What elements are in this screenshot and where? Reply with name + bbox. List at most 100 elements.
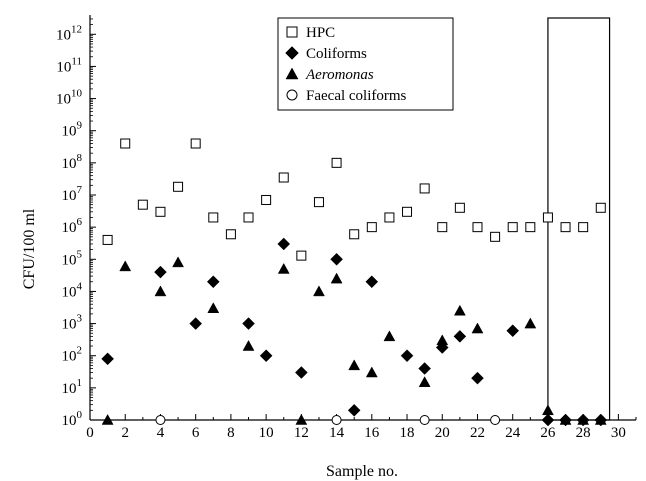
legend-label-hpc: HPC bbox=[306, 25, 335, 41]
point-hpc bbox=[243, 212, 254, 223]
point-hpc bbox=[507, 222, 518, 233]
x-tick-label: 12 bbox=[294, 425, 309, 441]
x-tick-label: 4 bbox=[157, 425, 165, 441]
point-faecal-coliforms bbox=[419, 415, 430, 425]
point-coliforms bbox=[189, 317, 203, 330]
y-tick-label: 108 bbox=[62, 152, 83, 172]
y-tick-label: 107 bbox=[62, 184, 83, 204]
point-coliforms bbox=[242, 317, 255, 330]
point-coliforms bbox=[206, 275, 220, 289]
point-hpc bbox=[173, 181, 184, 192]
point-hpc bbox=[102, 234, 113, 245]
point-coliforms bbox=[277, 237, 291, 251]
y-tick-label: 101 bbox=[62, 377, 83, 397]
y-tick-label: 100 bbox=[62, 409, 83, 429]
legend-label-aeromonas: Aeromonas bbox=[305, 67, 374, 83]
point-aeromonas bbox=[154, 285, 167, 297]
y-tick-label: 109 bbox=[62, 120, 83, 140]
point-hpc bbox=[331, 157, 342, 168]
point-aeromonas bbox=[418, 376, 431, 387]
x-tick-label: 6 bbox=[192, 425, 200, 441]
legend-label-faecal-coliforms: Faecal coliforms bbox=[306, 88, 407, 104]
point-coliforms bbox=[365, 275, 379, 289]
point-aeromonas bbox=[542, 404, 554, 416]
x-tick-label: 20 bbox=[435, 425, 450, 441]
point-hpc bbox=[137, 199, 148, 210]
point-hpc bbox=[560, 222, 571, 233]
y-tick-label: 1011 bbox=[56, 55, 82, 75]
point-aeromonas bbox=[119, 260, 132, 272]
legend-marker-aeromonas bbox=[285, 67, 299, 80]
y-tick-label: 106 bbox=[62, 216, 83, 236]
point-coliforms bbox=[506, 324, 520, 338]
point-hpc bbox=[155, 206, 166, 217]
point-faecal-coliforms bbox=[490, 415, 501, 425]
point-coliforms bbox=[471, 371, 484, 385]
point-coliforms bbox=[259, 349, 273, 363]
ticks: 0 2 4 6 8 10 12 14 16 18 20 22 24 26 28 301001011021031… bbox=[56, 18, 637, 441]
point-aeromonas bbox=[277, 262, 290, 274]
point-aeromonas bbox=[242, 340, 255, 351]
point-aeromonas bbox=[348, 359, 361, 371]
point-hpc bbox=[454, 202, 465, 213]
x-tick-label: 10 bbox=[259, 425, 274, 441]
point-coliforms bbox=[295, 366, 308, 379]
legend-marker-hpc bbox=[286, 26, 298, 38]
point-aeromonas bbox=[471, 322, 484, 334]
highlight-rect bbox=[547, 17, 611, 421]
legend-marker-faecal-coliforms bbox=[286, 89, 298, 101]
x-tick-label: 30 bbox=[611, 425, 626, 441]
legend-box bbox=[277, 17, 454, 111]
point-hpc bbox=[296, 250, 307, 261]
y-tick-label: 1012 bbox=[56, 23, 82, 43]
point-aeromonas bbox=[365, 366, 378, 378]
x-tick-label: 28 bbox=[576, 425, 591, 441]
point-hpc bbox=[472, 222, 483, 233]
point-aeromonas bbox=[295, 413, 308, 425]
point-hpc bbox=[542, 212, 553, 223]
x-axis-title: Sample no. bbox=[326, 463, 398, 480]
point-aeromonas bbox=[101, 413, 114, 425]
point-aeromonas bbox=[330, 272, 343, 284]
point-coliforms bbox=[347, 403, 361, 417]
y-tick-label: 105 bbox=[62, 248, 83, 268]
x-tick-label: 16 bbox=[364, 425, 380, 441]
y-tick-label: 104 bbox=[62, 280, 83, 300]
point-hpc bbox=[490, 231, 501, 242]
point-aeromonas bbox=[524, 317, 537, 329]
point-aeromonas bbox=[207, 302, 220, 313]
x-tick-label: 24 bbox=[505, 425, 521, 441]
point-hpc bbox=[261, 194, 272, 205]
point-aeromonas bbox=[453, 304, 466, 316]
legend-marker-coliforms bbox=[285, 46, 299, 60]
point-aeromonas bbox=[577, 413, 590, 425]
x-tick-label: 18 bbox=[400, 425, 415, 441]
point-hpc bbox=[208, 212, 219, 223]
y-tick-label: 1010 bbox=[56, 88, 83, 108]
series-faecal-coliforms bbox=[155, 415, 501, 425]
point-hpc bbox=[225, 229, 236, 240]
x-tick-label: 14 bbox=[329, 425, 345, 441]
point-hpc bbox=[437, 222, 448, 233]
x-tick-label: 0 bbox=[86, 425, 94, 441]
point-coliforms bbox=[101, 352, 114, 366]
point-hpc bbox=[384, 212, 395, 223]
x-tick-label: 22 bbox=[470, 425, 485, 441]
y-tick-label: 103 bbox=[62, 313, 83, 333]
legend: HPC Coliforms Aeromonas Faecal coliforms bbox=[277, 17, 454, 111]
point-hpc bbox=[595, 202, 606, 213]
point-hpc bbox=[120, 138, 131, 149]
series-hpc bbox=[102, 138, 606, 261]
point-hpc bbox=[419, 183, 430, 194]
x-tick-label: 2 bbox=[121, 425, 129, 441]
point-faecal-coliforms bbox=[155, 415, 166, 425]
point-coliforms bbox=[330, 252, 343, 266]
point-hpc bbox=[349, 229, 360, 240]
point-aeromonas bbox=[594, 413, 607, 425]
y-axis-title: CFU/100 ml bbox=[21, 208, 38, 289]
point-hpc bbox=[402, 206, 413, 217]
point-coliforms bbox=[400, 349, 414, 363]
legend-label-coliforms: Coliforms bbox=[306, 46, 367, 62]
point-coliforms bbox=[541, 413, 555, 427]
